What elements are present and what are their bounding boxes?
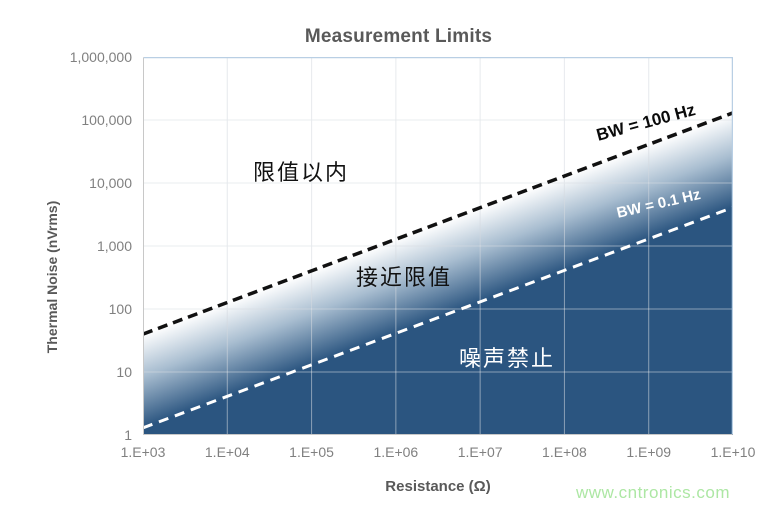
y-tick-label: 10 (116, 364, 132, 380)
y-tick-label: 100,000 (81, 112, 132, 128)
x-tick-label: 1.E+08 (542, 444, 587, 460)
y-tick-label: 1,000,000 (69, 49, 132, 65)
annotation-near-limit: 接近限值 (356, 266, 453, 291)
gridlines (143, 57, 733, 435)
line-bw-0p1hz (143, 205, 733, 430)
y-axis-title: Thermal Noise (nVrms) (44, 200, 60, 354)
line-bw-100hz (143, 111, 733, 336)
x-tick-label: 1.E+05 (289, 444, 334, 460)
x-tick-label: 1.E+10 (710, 444, 756, 460)
x-axis-title: Resistance (Ω) (385, 478, 491, 495)
plot-area (143, 57, 733, 435)
annotation-within-limits: 限值以内 (253, 161, 350, 186)
y-tick-label: 10,000 (89, 175, 132, 191)
gridlines-highlight (143, 57, 733, 435)
x-tick-label: 1.E+07 (457, 444, 503, 460)
plot-border-top-right (143, 57, 733, 435)
gradient-noise-band (143, 57, 733, 435)
y-tick-label: 1,000 (96, 238, 132, 254)
x-tick-label: 1.E+04 (204, 444, 250, 460)
x-tick-label: 1.E+06 (373, 444, 419, 460)
plot-border-left-bottom (143, 57, 733, 435)
annotation-noise-forbidden: 噪声禁止 (459, 347, 556, 372)
watermark-text: www.cntronics.com (576, 483, 730, 502)
x-tick-label: 1.E+03 (120, 444, 166, 460)
x-tick-label: 1.E+09 (626, 444, 672, 460)
chart-title: Measurement Limits (304, 26, 493, 47)
y-tick-label: 1 (124, 427, 132, 443)
y-tick-label: 100 (108, 301, 132, 317)
